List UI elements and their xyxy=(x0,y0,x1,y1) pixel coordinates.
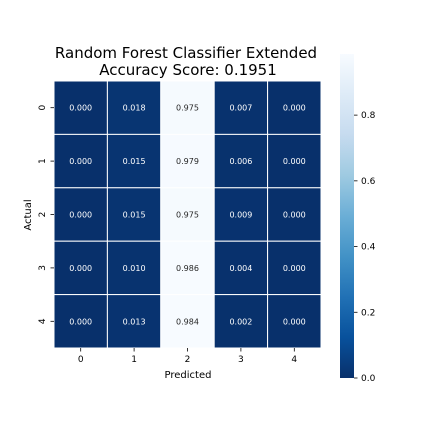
heatmap-cell xyxy=(267,294,322,349)
colorbar-tick-label: 0.8 xyxy=(361,111,376,121)
cell-value-label: 0.000 xyxy=(283,264,306,273)
cell-value-label: 0.979 xyxy=(176,157,199,166)
y-tick-label: 1 xyxy=(38,158,48,164)
cell-value-label: 0.000 xyxy=(283,157,306,166)
chart-title-line-2: Accuracy Score: 0.1951 xyxy=(99,61,277,79)
cell-value-label: 0.986 xyxy=(176,264,199,273)
cell-value-label: 0.000 xyxy=(283,211,306,220)
x-axis-ticks: 0 1 2 3 4 xyxy=(78,348,297,365)
cell-value-label: 0.975 xyxy=(176,211,199,220)
y-axis-label: Actual xyxy=(23,199,34,230)
colorbar-tick-label: 0.2 xyxy=(361,308,375,318)
cell-value-label: 0.010 xyxy=(123,264,146,273)
x-tick-label: 2 xyxy=(185,355,191,365)
y-tick-label: 2 xyxy=(38,212,48,218)
cell-value-label: 0.002 xyxy=(229,317,252,326)
y-tick-label: 0 xyxy=(38,105,48,111)
y-tick-label: 3 xyxy=(38,265,48,271)
colorbar-tick-label: 0.0 xyxy=(361,374,376,384)
cell-value-label: 0.000 xyxy=(69,211,92,220)
heatmap-cell xyxy=(213,187,269,242)
colorbar-tick-label: 0.4 xyxy=(361,243,376,253)
heatmap-cell xyxy=(213,240,269,296)
colorbar xyxy=(340,54,354,378)
cell-value-label: 0.000 xyxy=(283,317,306,326)
cell-value-label: 0.984 xyxy=(176,317,199,326)
cell-value-label: 0.013 xyxy=(123,317,146,326)
heatmap-cell xyxy=(106,80,162,135)
cell-value-label: 0.975 xyxy=(176,104,199,113)
cell-value-label: 0.000 xyxy=(283,104,306,113)
x-tick-label: 4 xyxy=(291,355,297,365)
cell-value-label: 0.000 xyxy=(69,104,92,113)
cell-value-label: 0.009 xyxy=(229,211,252,220)
colorbar-ticks: 0.0 0.2 0.4 0.6 0.8 xyxy=(354,111,376,384)
y-axis-ticks: 0 1 2 3 4 xyxy=(38,105,54,324)
y-tick-label: 4 xyxy=(38,318,48,324)
heatmap-cell xyxy=(160,240,215,296)
x-tick-label: 0 xyxy=(78,355,84,365)
x-tick-label: 1 xyxy=(131,355,137,365)
heatmap-cells: 0.000 0.018 0.975 0.007 0.000 0.000 0.015 0.979… xyxy=(53,80,322,349)
cell-value-label: 0.004 xyxy=(229,264,252,273)
x-axis-label: Predicted xyxy=(165,370,212,381)
heatmap-cell xyxy=(160,133,215,189)
heatmap-cell xyxy=(53,294,108,349)
cell-value-label: 0.000 xyxy=(69,157,92,166)
heatmap-cell xyxy=(106,187,162,242)
heatmap-cell xyxy=(53,80,108,135)
x-tick-label: 3 xyxy=(238,355,244,365)
cell-value-label: 0.000 xyxy=(69,317,92,326)
heatmap-cell xyxy=(267,133,322,189)
colorbar-tick-label: 0.6 xyxy=(361,177,376,187)
chart-title-line-1: Random Forest Classifier Extended xyxy=(55,44,317,62)
heatmap-cell xyxy=(160,294,215,349)
cell-value-label: 0.018 xyxy=(123,104,146,113)
heatmap-cell xyxy=(160,80,215,135)
cell-value-label: 0.000 xyxy=(69,264,92,273)
heatmap-cell xyxy=(106,294,162,349)
cell-value-label: 0.007 xyxy=(229,104,252,113)
heatmap-cell xyxy=(267,240,322,296)
cell-value-label: 0.015 xyxy=(123,211,146,220)
cell-value-label: 0.006 xyxy=(229,157,252,166)
heatmap-cell xyxy=(106,240,162,296)
cell-value-label: 0.015 xyxy=(123,157,146,166)
